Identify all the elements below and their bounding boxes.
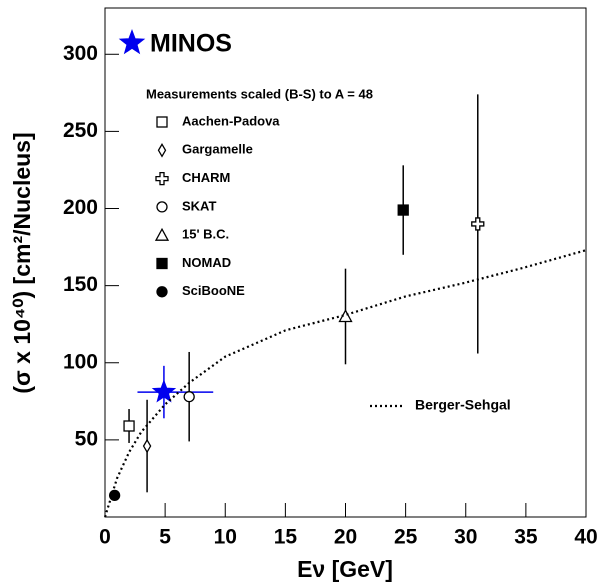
model-curve <box>103 249 587 518</box>
x-tick-label: 30 <box>454 526 477 549</box>
y-tick-label: 250 <box>63 119 98 142</box>
x-tick-label: 5 <box>159 526 171 549</box>
legend-label: Gargamelle <box>182 142 253 157</box>
y-tick-label: 100 <box>63 350 98 373</box>
y-tick-label: 300 <box>63 42 98 65</box>
legend-label: SKAT <box>182 198 216 213</box>
y-tick-label: 150 <box>63 273 98 296</box>
plot-frame <box>104 7 587 518</box>
legend-label: 15' B.C. <box>182 227 229 242</box>
legend-label-main: MINOS <box>150 30 232 58</box>
legend-title: Measurements scaled (B-S) to A = 48 <box>146 86 373 101</box>
legend-label: Aachen-Padova <box>182 113 280 128</box>
marker-triangle <box>154 227 170 241</box>
x-tick-label: 40 <box>574 526 597 549</box>
marker-circle <box>108 489 121 502</box>
y-tick-label: 50 <box>75 427 98 450</box>
y-axis-label: (σ x 10⁴⁰) [cm²/Nucleus] <box>9 132 35 393</box>
marker-circle <box>156 201 168 213</box>
marker-diamond <box>142 438 152 454</box>
x-tick-label: 0 <box>99 526 111 549</box>
marker-circle <box>156 286 168 298</box>
legend-label: SciBooNE <box>182 283 245 298</box>
marker-cross <box>155 171 169 186</box>
x-tick-label: 10 <box>214 526 237 549</box>
marker-diamond <box>157 143 167 158</box>
marker-square <box>156 257 168 270</box>
x-tick-label: 15 <box>274 526 298 549</box>
marker-square <box>123 420 135 432</box>
x-tick-label: 25 <box>394 526 418 549</box>
marker-square <box>397 204 409 216</box>
marker-star <box>118 29 146 55</box>
legend-label: NOMAD <box>182 255 231 270</box>
marker-cross <box>471 217 485 231</box>
marker-square <box>156 116 168 128</box>
x-tick-label: 35 <box>514 526 538 549</box>
x-tick-label: 20 <box>334 526 357 549</box>
x-axis-label: Eν [GeV] <box>297 556 393 582</box>
marker-triangle <box>338 309 353 323</box>
legend-label: Berger-Sehgal <box>415 397 511 413</box>
y-tick-label: 200 <box>63 196 98 219</box>
legend-label: CHARM <box>182 170 230 185</box>
marker-star <box>151 379 177 403</box>
marker-circle <box>183 391 195 403</box>
